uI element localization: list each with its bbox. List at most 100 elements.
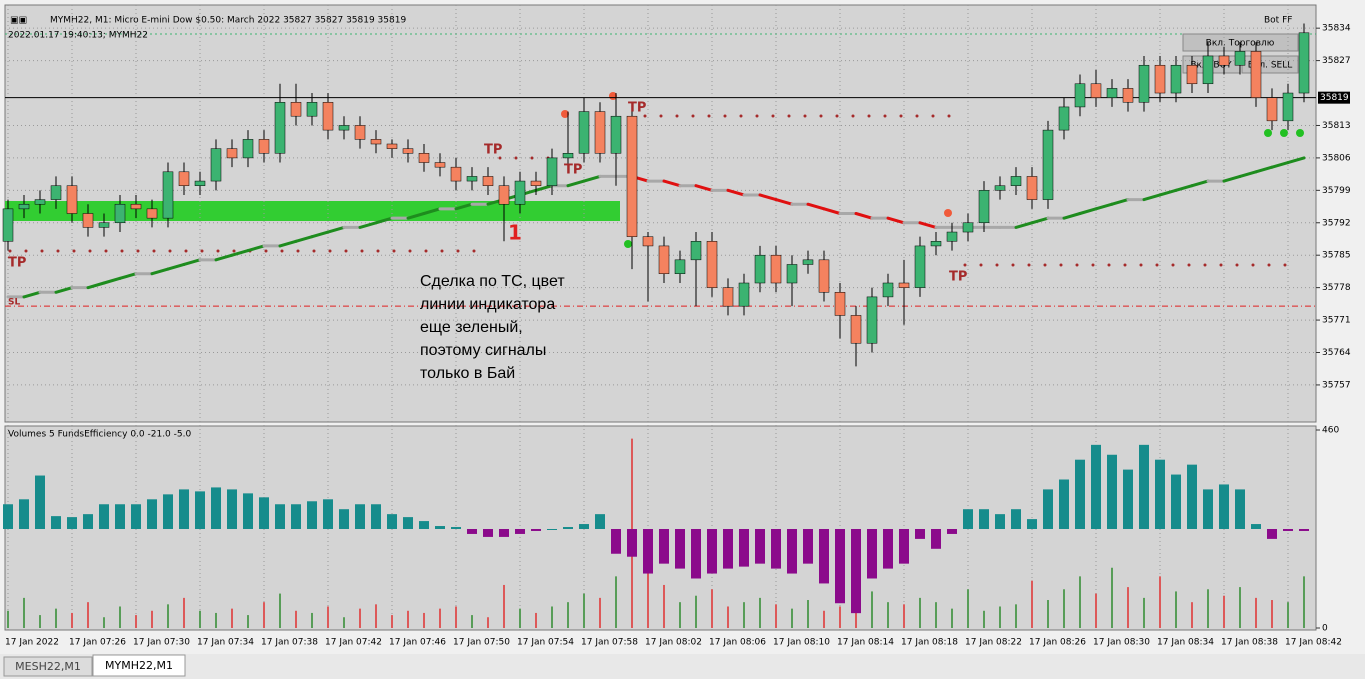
marker-label: TP <box>628 101 646 116</box>
dot <box>561 110 569 118</box>
candle-body <box>706 241 718 288</box>
efficiency-bar <box>531 529 541 531</box>
x-tick-label: 17 Jan 2022 <box>5 638 59 648</box>
zone-band <box>5 201 620 221</box>
sub-title: Volumes 5 FundsEfficiency 0.0 -21.0 -5.0 <box>8 430 191 440</box>
x-tick-label: 17 Jan 07:46 <box>389 638 446 648</box>
candle-body <box>882 282 894 298</box>
candle-body <box>1266 97 1278 122</box>
candle-body <box>82 213 94 228</box>
x-tick-label: 17 Jan 07:34 <box>197 638 254 648</box>
efficiency-bar <box>323 499 333 529</box>
ma-segment <box>1174 184 1194 192</box>
ma-segment <box>182 258 202 266</box>
efficiency-bar <box>1267 529 1277 539</box>
candle-body <box>34 199 46 205</box>
efficiency-bar <box>451 527 461 529</box>
x-tick-label: 17 Jan 08:42 <box>1285 638 1342 648</box>
efficiency-bar <box>1027 519 1037 529</box>
candle-body <box>386 143 398 149</box>
x-tick-label: 17 Jan 08:02 <box>645 638 702 648</box>
efficiency-bar <box>963 509 973 529</box>
candle-body <box>818 259 830 293</box>
efficiency-bar <box>51 516 61 529</box>
tab-label[interactable]: MYMH22,M1 <box>105 659 173 672</box>
tab[interactable] <box>92 654 186 677</box>
efficiency-bar <box>611 529 621 554</box>
y-tick-label: 35764 <box>1322 348 1351 358</box>
marker-label: TP <box>949 270 967 285</box>
candle-body <box>530 180 542 186</box>
y-tick-label: 35827 <box>1322 56 1351 66</box>
efficiency-bar <box>435 526 445 529</box>
ma-segment <box>214 253 234 262</box>
tab[interactable] <box>3 656 93 677</box>
annotation: линии индикатора <box>420 296 555 313</box>
efficiency-bar <box>803 529 813 564</box>
efficiency-bar <box>995 514 1005 529</box>
efficiency-bar <box>691 529 701 579</box>
marker-label: TP <box>8 256 26 271</box>
candle-body <box>466 176 478 182</box>
efficiency-bar <box>115 504 125 529</box>
efficiency-bar <box>787 529 797 574</box>
y-tick-label: 35792 <box>1322 218 1351 228</box>
x-tick-label: 17 Jan 08:38 <box>1221 638 1278 648</box>
candle-body <box>1154 64 1166 94</box>
candle-body <box>1234 51 1246 66</box>
efficiency-bar <box>851 529 861 614</box>
efficiency-bar <box>1011 509 1021 529</box>
x-tick-label: 17 Jan 07:50 <box>453 638 510 648</box>
x-tick-label: 17 Jan 08:30 <box>1093 638 1150 648</box>
candle-body <box>514 180 526 205</box>
x-tick-label: 17 Jan 07:58 <box>581 638 638 648</box>
candle-body <box>994 185 1006 191</box>
efficiency-bar <box>1219 484 1229 529</box>
ma-segment <box>294 235 314 243</box>
x-tick-label: 17 Jan 08:06 <box>709 638 766 648</box>
candle-body <box>322 102 334 131</box>
marker-label: TP <box>484 143 502 158</box>
efficiency-bar <box>163 494 173 529</box>
ma-segment <box>22 290 42 299</box>
efficiency-bar <box>643 529 653 574</box>
ma-segment <box>166 262 186 271</box>
ma-segment <box>1078 207 1098 215</box>
ma-segment <box>886 216 906 225</box>
efficiency-bar <box>1075 459 1085 529</box>
candle-body <box>178 171 190 186</box>
ma-segment <box>1222 174 1242 183</box>
candle-body <box>242 139 254 159</box>
icons: ▣▣ <box>10 16 27 26</box>
ma-segment <box>230 249 250 257</box>
candle-body <box>418 153 430 163</box>
ma-segment <box>278 239 298 248</box>
candle-body <box>1026 176 1038 200</box>
efficiency-bar <box>195 491 205 529</box>
ma-segment <box>854 212 874 220</box>
efficiency-bar <box>1203 489 1213 529</box>
efficiency-bar <box>419 521 429 529</box>
ma-segment <box>774 198 794 206</box>
ma-segment <box>1110 198 1130 206</box>
tab-label[interactable]: MESH22,M1 <box>15 660 81 673</box>
candle-body <box>338 125 350 131</box>
efficiency-bar <box>1107 454 1117 529</box>
ma-segment <box>54 286 74 294</box>
efficiency-bar <box>243 493 253 529</box>
efficiency-bar <box>1299 529 1309 531</box>
efficiency-bar <box>403 517 413 529</box>
efficiency-bar <box>819 529 829 584</box>
candle-body <box>162 171 174 219</box>
candle-body <box>98 222 110 228</box>
efficiency-bar <box>1059 479 1069 529</box>
efficiency-bar <box>227 489 237 529</box>
ma-segment <box>102 276 122 285</box>
price-label: 35819 <box>1320 93 1349 103</box>
y-tick-label: 35785 <box>1322 251 1351 261</box>
candle-body <box>1298 32 1310 94</box>
annotation: Сделка по ТС, цвет <box>420 273 565 290</box>
button-label[interactable]: Вкл. SELL <box>1248 61 1293 71</box>
x-tick-label: 17 Jan 08:18 <box>901 638 958 648</box>
efficiency-bar <box>547 529 557 530</box>
